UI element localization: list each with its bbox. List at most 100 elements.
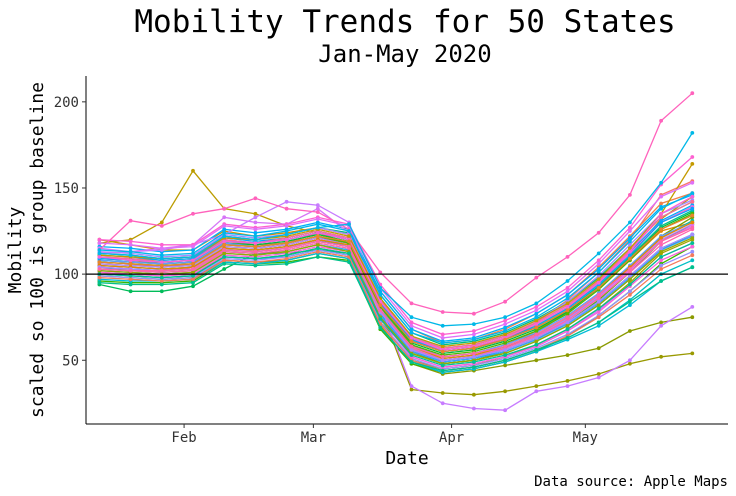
data-point — [534, 332, 539, 337]
data-point — [284, 256, 289, 261]
data-point — [690, 258, 695, 263]
series-line — [99, 194, 693, 342]
data-point — [596, 230, 601, 235]
y-axis-ticks: 50 100 150 200 — [54, 95, 86, 369]
data-point — [472, 406, 476, 411]
data-point — [284, 246, 289, 251]
data-point — [503, 389, 507, 394]
data-point — [534, 336, 539, 340]
data-point — [128, 242, 133, 247]
data-point — [659, 320, 663, 325]
data-point — [596, 258, 601, 263]
data-point — [347, 229, 351, 233]
y-tick-label: 50 — [62, 353, 79, 369]
data-point — [378, 303, 383, 307]
data-point — [128, 282, 133, 287]
data-point — [378, 317, 383, 321]
data-point — [284, 241, 289, 246]
data-point — [628, 249, 632, 254]
data-point — [409, 323, 414, 328]
data-point — [253, 220, 258, 225]
data-point — [659, 242, 663, 247]
data-point — [690, 213, 695, 218]
data-point — [440, 358, 445, 363]
data-point — [534, 384, 539, 388]
data-point — [503, 329, 507, 333]
data-point — [565, 320, 570, 325]
data-point — [534, 308, 539, 313]
data-point — [253, 234, 258, 239]
data-point — [222, 224, 227, 228]
data-point — [472, 360, 476, 364]
data-point — [128, 277, 133, 282]
data-point — [440, 349, 445, 354]
data-point — [409, 348, 414, 352]
data-point — [191, 255, 195, 259]
data-point — [628, 299, 632, 304]
data-point — [628, 277, 632, 282]
data-point — [628, 253, 632, 258]
data-point — [628, 292, 632, 297]
series-47 — [97, 225, 695, 359]
data-point — [565, 353, 570, 357]
series-layer — [97, 91, 695, 413]
data-point — [97, 237, 102, 242]
series-48 — [97, 213, 695, 354]
data-point — [128, 218, 133, 223]
data-point — [378, 325, 383, 330]
data-point — [440, 332, 445, 337]
data-point — [596, 315, 601, 320]
data-point — [440, 336, 445, 340]
data-point — [659, 220, 663, 225]
data-point — [159, 263, 164, 268]
data-point — [628, 361, 632, 366]
data-point — [315, 246, 320, 251]
data-point — [128, 253, 133, 258]
data-point — [503, 337, 507, 342]
data-point — [596, 261, 601, 266]
data-point — [409, 384, 414, 388]
series-line — [99, 227, 693, 358]
data-point — [315, 234, 320, 239]
data-point — [409, 301, 414, 306]
data-point — [191, 211, 195, 216]
data-point — [503, 325, 507, 330]
chart-subtitle: Jan-May 2020 — [318, 40, 491, 68]
data-point — [347, 251, 351, 256]
data-point — [97, 248, 102, 252]
data-point — [690, 249, 695, 254]
data-point — [222, 206, 227, 211]
x-tick-label: May — [573, 430, 598, 446]
data-point — [409, 353, 414, 357]
data-point — [378, 286, 383, 290]
data-point — [534, 339, 539, 344]
series-45 — [97, 180, 695, 340]
data-point — [565, 286, 570, 290]
data-point — [378, 292, 383, 297]
data-point — [222, 258, 227, 263]
data-point — [690, 232, 695, 237]
data-point — [628, 256, 632, 261]
data-point — [440, 341, 445, 345]
data-point — [503, 315, 507, 320]
data-source-caption: Data source: Apple Maps — [534, 474, 728, 490]
data-point — [534, 315, 539, 320]
data-point — [191, 251, 195, 256]
data-point — [472, 365, 476, 369]
data-point — [284, 249, 289, 254]
series-49 — [97, 255, 695, 373]
data-point — [565, 384, 570, 388]
data-point — [659, 354, 663, 359]
x-tick-label: Mar — [301, 430, 326, 446]
data-point — [565, 292, 570, 297]
data-point — [534, 389, 539, 394]
data-point — [253, 211, 258, 216]
data-point — [565, 379, 570, 383]
series-42 — [97, 191, 695, 345]
data-point — [378, 308, 383, 313]
data-point — [409, 344, 414, 349]
data-point — [472, 351, 476, 356]
data-point — [565, 305, 570, 309]
data-point — [534, 275, 539, 280]
